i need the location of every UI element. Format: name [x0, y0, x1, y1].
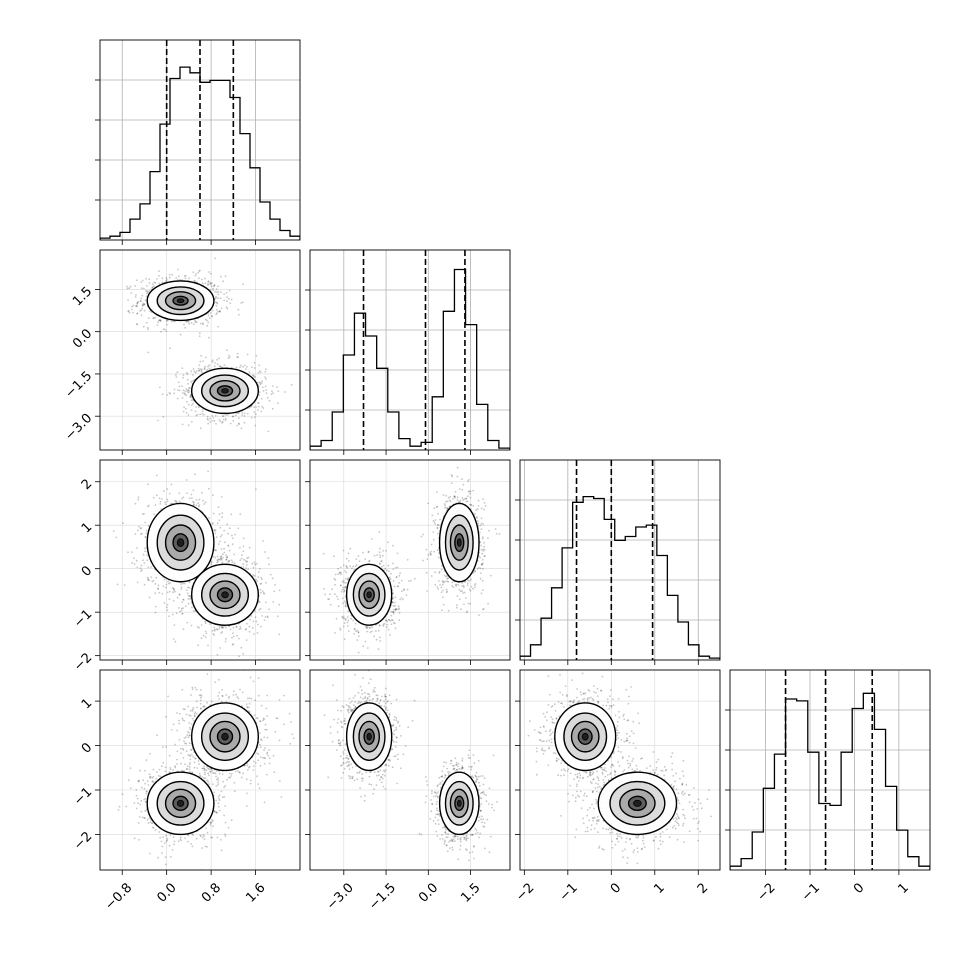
xtick-label: −1 [557, 880, 581, 904]
panel-0-0 [95, 39, 301, 245]
xtick-label: 0 [608, 880, 624, 896]
xtick-label: 1.5 [458, 880, 483, 905]
panel-2-2 [515, 459, 721, 665]
xtick-label: 0.0 [416, 880, 441, 905]
panel-3-1: −3.0 −1.5 0.0 1.5 [305, 669, 511, 913]
ytick-label: 2 [79, 476, 95, 492]
contour-0-4 [456, 799, 462, 807]
axes-frame [729, 669, 931, 871]
ytick-label: 0 [79, 740, 95, 756]
contour-0-4 [176, 538, 185, 547]
scatter-points [527, 672, 712, 865]
panel-3-0: −2 −1 0 1 −0.8 0.0 0.8 1.6 [71, 669, 301, 913]
axes-frame [309, 669, 511, 871]
xtick-label: 0.8 [199, 880, 224, 905]
contour-1-4 [221, 388, 229, 394]
xtick-label: 0 [851, 880, 867, 896]
axes-frame [519, 459, 721, 661]
panel-1-0: −3.0 −1.5 0.0 1.5 [62, 249, 301, 455]
axes-frame [309, 459, 511, 661]
xtick-label: −2 [513, 880, 537, 904]
axes-frame [309, 249, 511, 451]
ytick-label: −1 [71, 785, 95, 809]
xtick-label: 2 [695, 880, 711, 896]
axes-frame [99, 669, 301, 871]
ytick-label: −2 [71, 650, 95, 674]
scatter-points [323, 670, 498, 862]
ytick-label: −3.0 [62, 411, 95, 444]
contour-1-4 [581, 732, 589, 741]
histogram-step-2 [520, 495, 720, 660]
ytick-label: −1.5 [62, 369, 95, 402]
panel-2-1 [305, 459, 511, 665]
ytick-label: 0.0 [70, 326, 95, 351]
contour-0-4 [633, 799, 642, 807]
xtick-label: 1 [651, 880, 667, 896]
xtick-label: −1 [799, 880, 823, 904]
xtick-label: 1 [895, 880, 911, 896]
xtick-label: 1.6 [243, 880, 268, 905]
panel-1-1 [305, 249, 511, 455]
xtick-label: −2 [754, 880, 778, 904]
xtick-label: 0.0 [154, 880, 179, 905]
panel-3-2: −2 −1 0 1 2 [513, 669, 721, 905]
contour-0-4 [176, 298, 185, 304]
ytick-label: 0 [79, 563, 95, 579]
ytick-label: 1 [79, 520, 95, 536]
contour-1-4 [366, 732, 372, 741]
ytick-label: −1 [71, 607, 95, 631]
ytick-label: 1 [79, 696, 95, 712]
contour-0-4 [176, 799, 185, 807]
contour-0-4 [456, 538, 462, 547]
axes-frame [99, 459, 301, 661]
axes-frame [519, 669, 721, 871]
histogram-step-3 [730, 692, 930, 870]
axes-frame [99, 39, 301, 241]
xtick-label: −1.5 [366, 880, 399, 913]
xtick-label: −0.8 [102, 880, 135, 913]
ytick-label: −2 [71, 829, 95, 853]
xtick-label: −3.0 [324, 880, 357, 913]
axes-frame [99, 249, 301, 451]
panel-2-0: −2 −1 0 1 2 [71, 459, 301, 675]
histogram-step-1 [310, 268, 510, 450]
contour-1-4 [221, 732, 229, 741]
ytick-label: 1.5 [70, 284, 95, 309]
panel-3-3: −2 −1 0 1 [725, 669, 931, 905]
contour-1-4 [221, 591, 229, 599]
scatter-points [117, 670, 295, 870]
contour-1-4 [366, 591, 372, 599]
